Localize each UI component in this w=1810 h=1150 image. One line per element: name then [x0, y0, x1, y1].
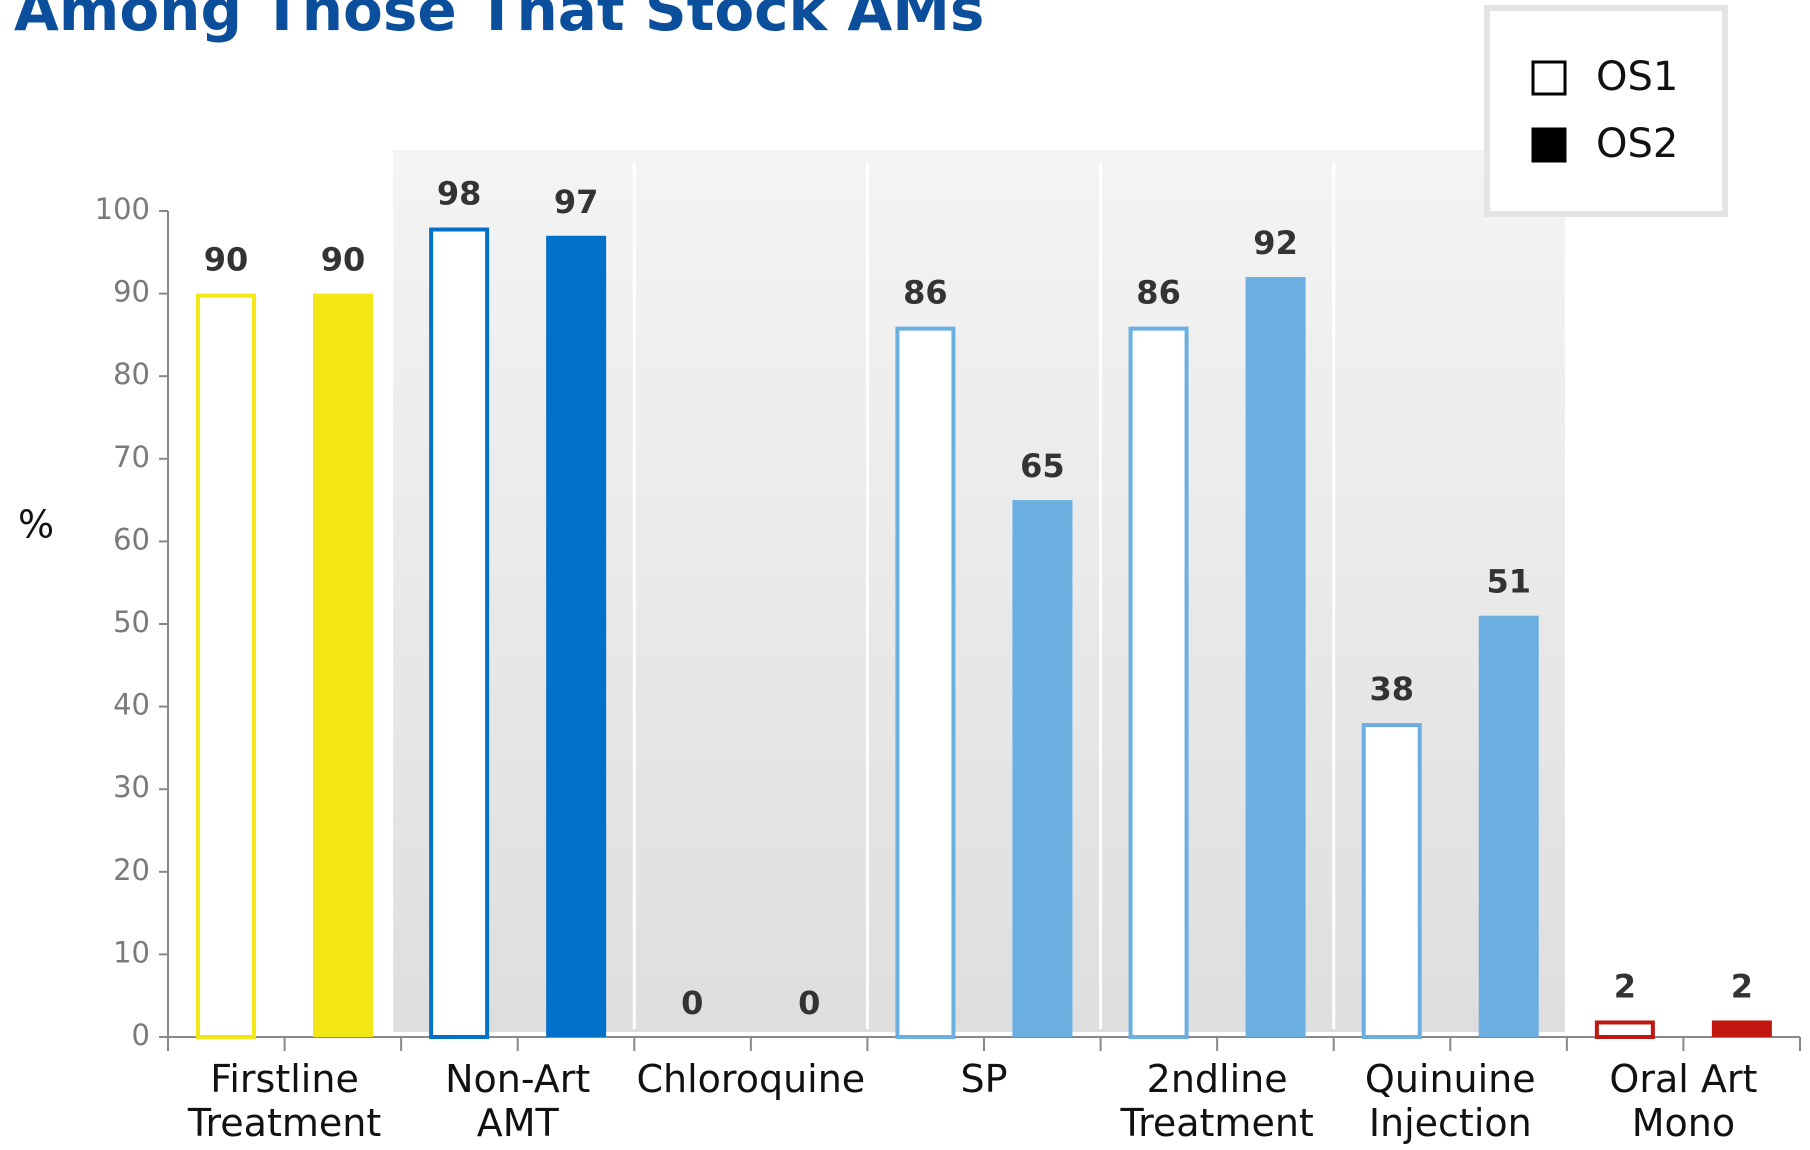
- legend-box: [1484, 5, 1728, 217]
- value-label: 90: [321, 241, 366, 279]
- bar: [313, 293, 373, 1038]
- value-label: 97: [554, 183, 599, 221]
- value-label: 2: [1614, 967, 1636, 1005]
- value-label: 0: [681, 984, 703, 1022]
- y-tick-label: 70: [113, 440, 150, 474]
- x-tick-label: Non-Art AMT: [445, 1057, 591, 1145]
- legend-label: OS2: [1596, 121, 1678, 167]
- value-label: 90: [204, 241, 249, 279]
- bar: [1361, 723, 1422, 1039]
- bar: [1245, 277, 1306, 1038]
- legend-swatch: [1531, 127, 1567, 163]
- y-tick-label: 80: [113, 357, 150, 391]
- y-axis-label: %: [18, 503, 54, 547]
- value-label: 51: [1486, 563, 1531, 601]
- y-tick-label: 0: [132, 1018, 150, 1052]
- y-tick-label: 10: [113, 935, 150, 969]
- value-label: 86: [903, 274, 948, 312]
- bar: [1012, 500, 1073, 1038]
- x-tick-label: Quinuine Injection: [1364, 1057, 1536, 1145]
- bar: [429, 227, 490, 1039]
- legend-swatch: [1531, 60, 1567, 96]
- bar: [1711, 1020, 1772, 1037]
- x-tick-label: Oral Art Mono: [1609, 1057, 1758, 1145]
- y-tick-label: 30: [113, 770, 150, 804]
- value-label: 0: [798, 984, 820, 1022]
- value-label: 38: [1369, 670, 1414, 708]
- y-tick-label: 40: [113, 688, 150, 722]
- x-tick-label: Chloroquine: [636, 1057, 866, 1101]
- bar: [196, 293, 256, 1040]
- x-tick-label: 2ndline Treatment: [1120, 1057, 1314, 1145]
- y-tick-label: 20: [113, 853, 150, 887]
- y-tick-label: 90: [113, 275, 150, 309]
- y-tick-label: 60: [113, 522, 150, 556]
- bar: [1478, 615, 1539, 1037]
- x-tick-label: SP: [960, 1057, 1008, 1101]
- x-tick-label: Firstline Treatment: [187, 1057, 382, 1145]
- bar: [1128, 326, 1189, 1039]
- bar: [546, 235, 607, 1037]
- value-label: 92: [1253, 224, 1298, 262]
- bar: [895, 326, 956, 1039]
- value-label: 86: [1136, 274, 1181, 312]
- chart-title: Among Those That Stock AMs: [14, 0, 984, 44]
- value-label: 98: [437, 175, 482, 213]
- value-label: 65: [1020, 447, 1065, 485]
- y-tick-label: 50: [113, 605, 150, 639]
- bar: [1594, 1020, 1655, 1039]
- legend-label: OS1: [1596, 54, 1678, 100]
- y-tick-label: 100: [95, 192, 150, 226]
- value-label: 2: [1731, 967, 1753, 1005]
